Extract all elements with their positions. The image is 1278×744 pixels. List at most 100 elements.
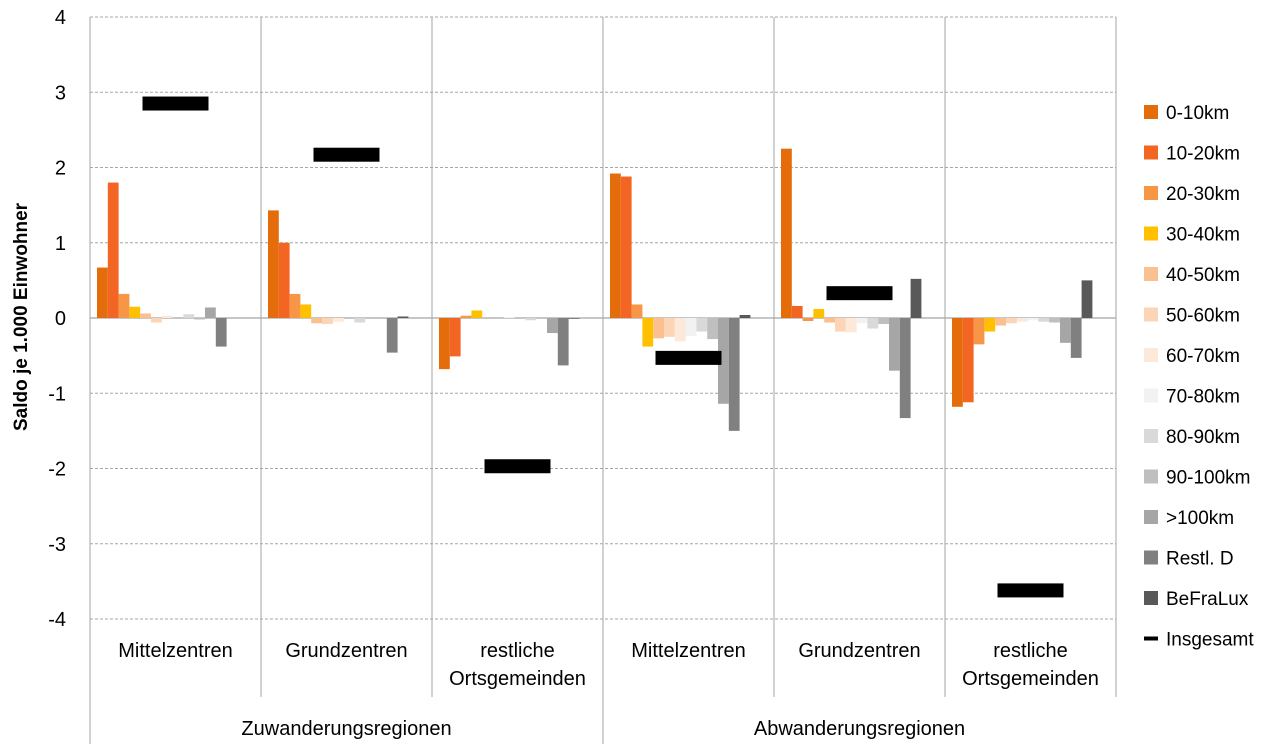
bar — [899, 318, 911, 419]
category-label: Grundzentren — [798, 640, 920, 662]
bar — [460, 315, 472, 318]
legend-label: 80-90km — [1166, 427, 1240, 448]
total-markers — [142, 96, 1064, 598]
legend-label: 50-60km — [1166, 306, 1240, 327]
bar — [140, 313, 151, 318]
bar — [118, 293, 130, 318]
legend-swatch — [1144, 550, 1158, 565]
bar — [183, 314, 195, 318]
bar — [503, 317, 515, 318]
bar — [439, 318, 450, 370]
bar — [802, 318, 814, 322]
bar — [610, 173, 621, 318]
group-label: Zuwanderungsregionen — [241, 718, 451, 740]
bar — [525, 318, 537, 321]
bar — [300, 304, 312, 318]
bar — [205, 307, 216, 318]
x-axis: Mittelzentren Grundzentren restliche Ortsge… — [118, 640, 1099, 740]
total-marker — [997, 583, 1064, 598]
category-label: Grundzentren — [285, 640, 407, 662]
legend-label: 0-10km — [1166, 103, 1229, 124]
bar — [151, 318, 162, 323]
bar — [952, 318, 963, 407]
bar — [813, 308, 825, 318]
legend-swatch — [1144, 145, 1158, 160]
y-tick-label: 1 — [55, 233, 66, 255]
bar — [215, 318, 227, 347]
bar — [1070, 318, 1082, 358]
legend-swatch — [1144, 469, 1158, 484]
legend-swatch — [1144, 591, 1158, 605]
bar — [867, 318, 879, 329]
total-marker — [826, 286, 893, 301]
legend-swatch-total — [1144, 636, 1158, 641]
legend-label: 30-40km — [1166, 225, 1240, 246]
legend-label: BeFraLux — [1166, 589, 1249, 610]
bar — [449, 318, 461, 357]
y-tick-label: -2 — [48, 459, 66, 481]
bar — [878, 318, 889, 325]
legend-label: 20-30km — [1166, 184, 1240, 205]
bar — [471, 310, 483, 318]
legend-swatch — [1144, 388, 1158, 403]
category-label: restliche — [993, 640, 1067, 662]
legend-swatch — [1144, 510, 1158, 524]
y-tick-label: 3 — [55, 82, 66, 104]
legend-swatch — [1144, 105, 1158, 119]
bar — [718, 318, 729, 404]
bar — [1027, 318, 1039, 321]
category-label: Ortsgemeinden — [449, 668, 586, 690]
bar — [962, 318, 974, 403]
legend-label: 90-100km — [1166, 468, 1251, 489]
legend-swatch — [1144, 307, 1158, 322]
bar — [791, 305, 803, 318]
bar — [642, 318, 654, 347]
bar — [161, 315, 173, 318]
legend: 0-10km 10-20km 20-30km 30-40km 40-50km 50-60k… — [1144, 103, 1254, 651]
category-separators — [89, 17, 1117, 744]
bar — [386, 318, 398, 353]
bars — [97, 148, 1093, 431]
bar — [781, 148, 792, 318]
category-label: Ortsgemeinden — [962, 668, 1099, 690]
bar — [1060, 318, 1071, 343]
y-tick-label: 0 — [55, 308, 66, 330]
bar — [97, 267, 108, 318]
bar — [910, 278, 922, 318]
bar — [664, 318, 675, 337]
category-label: Mittelzentren — [118, 640, 233, 662]
legend-label: 10-20km — [1166, 144, 1240, 165]
bar — [1049, 318, 1060, 323]
y-tick-label: 4 — [55, 7, 66, 29]
legend-label: 40-50km — [1166, 265, 1240, 286]
bar — [289, 293, 301, 318]
legend-swatch — [1144, 348, 1158, 362]
bar — [824, 318, 835, 323]
bar — [1016, 318, 1028, 322]
legend-swatch — [1144, 226, 1158, 241]
legend-swatch — [1144, 429, 1158, 443]
bar — [995, 318, 1006, 326]
bar — [1038, 318, 1050, 322]
legend-label: Insgesamt — [1166, 630, 1254, 651]
total-marker — [313, 147, 380, 162]
bar — [685, 318, 697, 337]
bar — [322, 318, 333, 325]
bar — [194, 318, 205, 320]
bar — [107, 182, 119, 318]
y-axis-label: Saldo je 1.000 Einwohner — [11, 202, 32, 431]
bar — [739, 314, 751, 318]
bar — [547, 318, 558, 334]
bar — [1081, 280, 1093, 318]
legend-label: 70-80km — [1166, 387, 1240, 408]
category-label: Mittelzentren — [631, 640, 746, 662]
bar — [631, 304, 643, 318]
bar — [973, 318, 985, 345]
bar — [129, 306, 141, 318]
bar — [984, 318, 996, 332]
y-tick-label: -1 — [48, 383, 66, 405]
y-axis: 4 3 2 1 0 -1 -2 -3 -4 — [48, 7, 66, 631]
group-label: Abwanderungsregionen — [754, 718, 965, 740]
bar — [707, 318, 718, 340]
